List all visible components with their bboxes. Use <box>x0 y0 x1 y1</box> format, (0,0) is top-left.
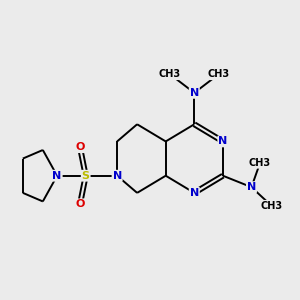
Text: CH3: CH3 <box>260 201 283 211</box>
Text: O: O <box>75 199 85 209</box>
Text: CH3: CH3 <box>249 158 271 168</box>
Text: N: N <box>218 136 227 146</box>
Text: N: N <box>52 171 62 181</box>
Text: S: S <box>82 171 90 181</box>
Text: CH3: CH3 <box>208 69 230 79</box>
Text: O: O <box>75 142 85 152</box>
Text: N: N <box>190 88 199 98</box>
Text: CH3: CH3 <box>159 69 181 79</box>
Text: N: N <box>112 171 122 181</box>
Text: N: N <box>190 188 199 198</box>
Text: N: N <box>247 182 256 192</box>
